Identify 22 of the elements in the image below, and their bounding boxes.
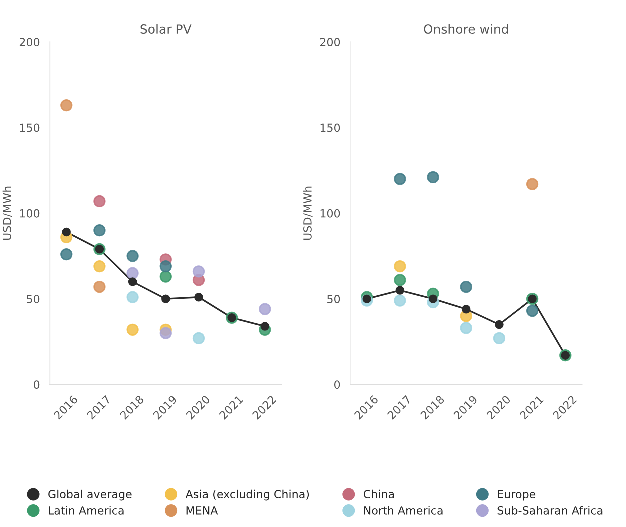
- y-tick-label: 0: [334, 380, 340, 390]
- chart-title: Solar PV: [140, 24, 192, 34]
- y-tick-label: 0: [34, 380, 40, 390]
- chart-title: Onshore wind: [424, 24, 508, 34]
- legend-label: North America: [364, 506, 443, 515]
- y-axis-title: USD/MWh: [303, 186, 313, 240]
- y-tick-label: 150: [320, 124, 340, 132]
- y-tick-label: 50: [27, 295, 40, 304]
- y-axis-title: USD/MWh: [2, 186, 12, 240]
- legend-label: Global average: [48, 490, 132, 501]
- legend-label: Sub-Saharan Africa: [498, 506, 603, 515]
- y-tick-label: 150: [20, 124, 40, 132]
- legend-label: Latin America: [49, 506, 124, 515]
- y-tick-label: 200: [320, 38, 340, 47]
- y-tick-label: 100: [20, 209, 40, 218]
- y-tick-label: 100: [320, 209, 340, 218]
- legend-label: China: [364, 490, 394, 499]
- legend-label: Europe: [498, 490, 536, 501]
- y-tick-label: 200: [20, 38, 40, 47]
- y-tick-label: 50: [328, 295, 340, 304]
- legend-label: Asia (excluding China): [186, 490, 310, 501]
- legend-label: MENA: [186, 506, 218, 515]
